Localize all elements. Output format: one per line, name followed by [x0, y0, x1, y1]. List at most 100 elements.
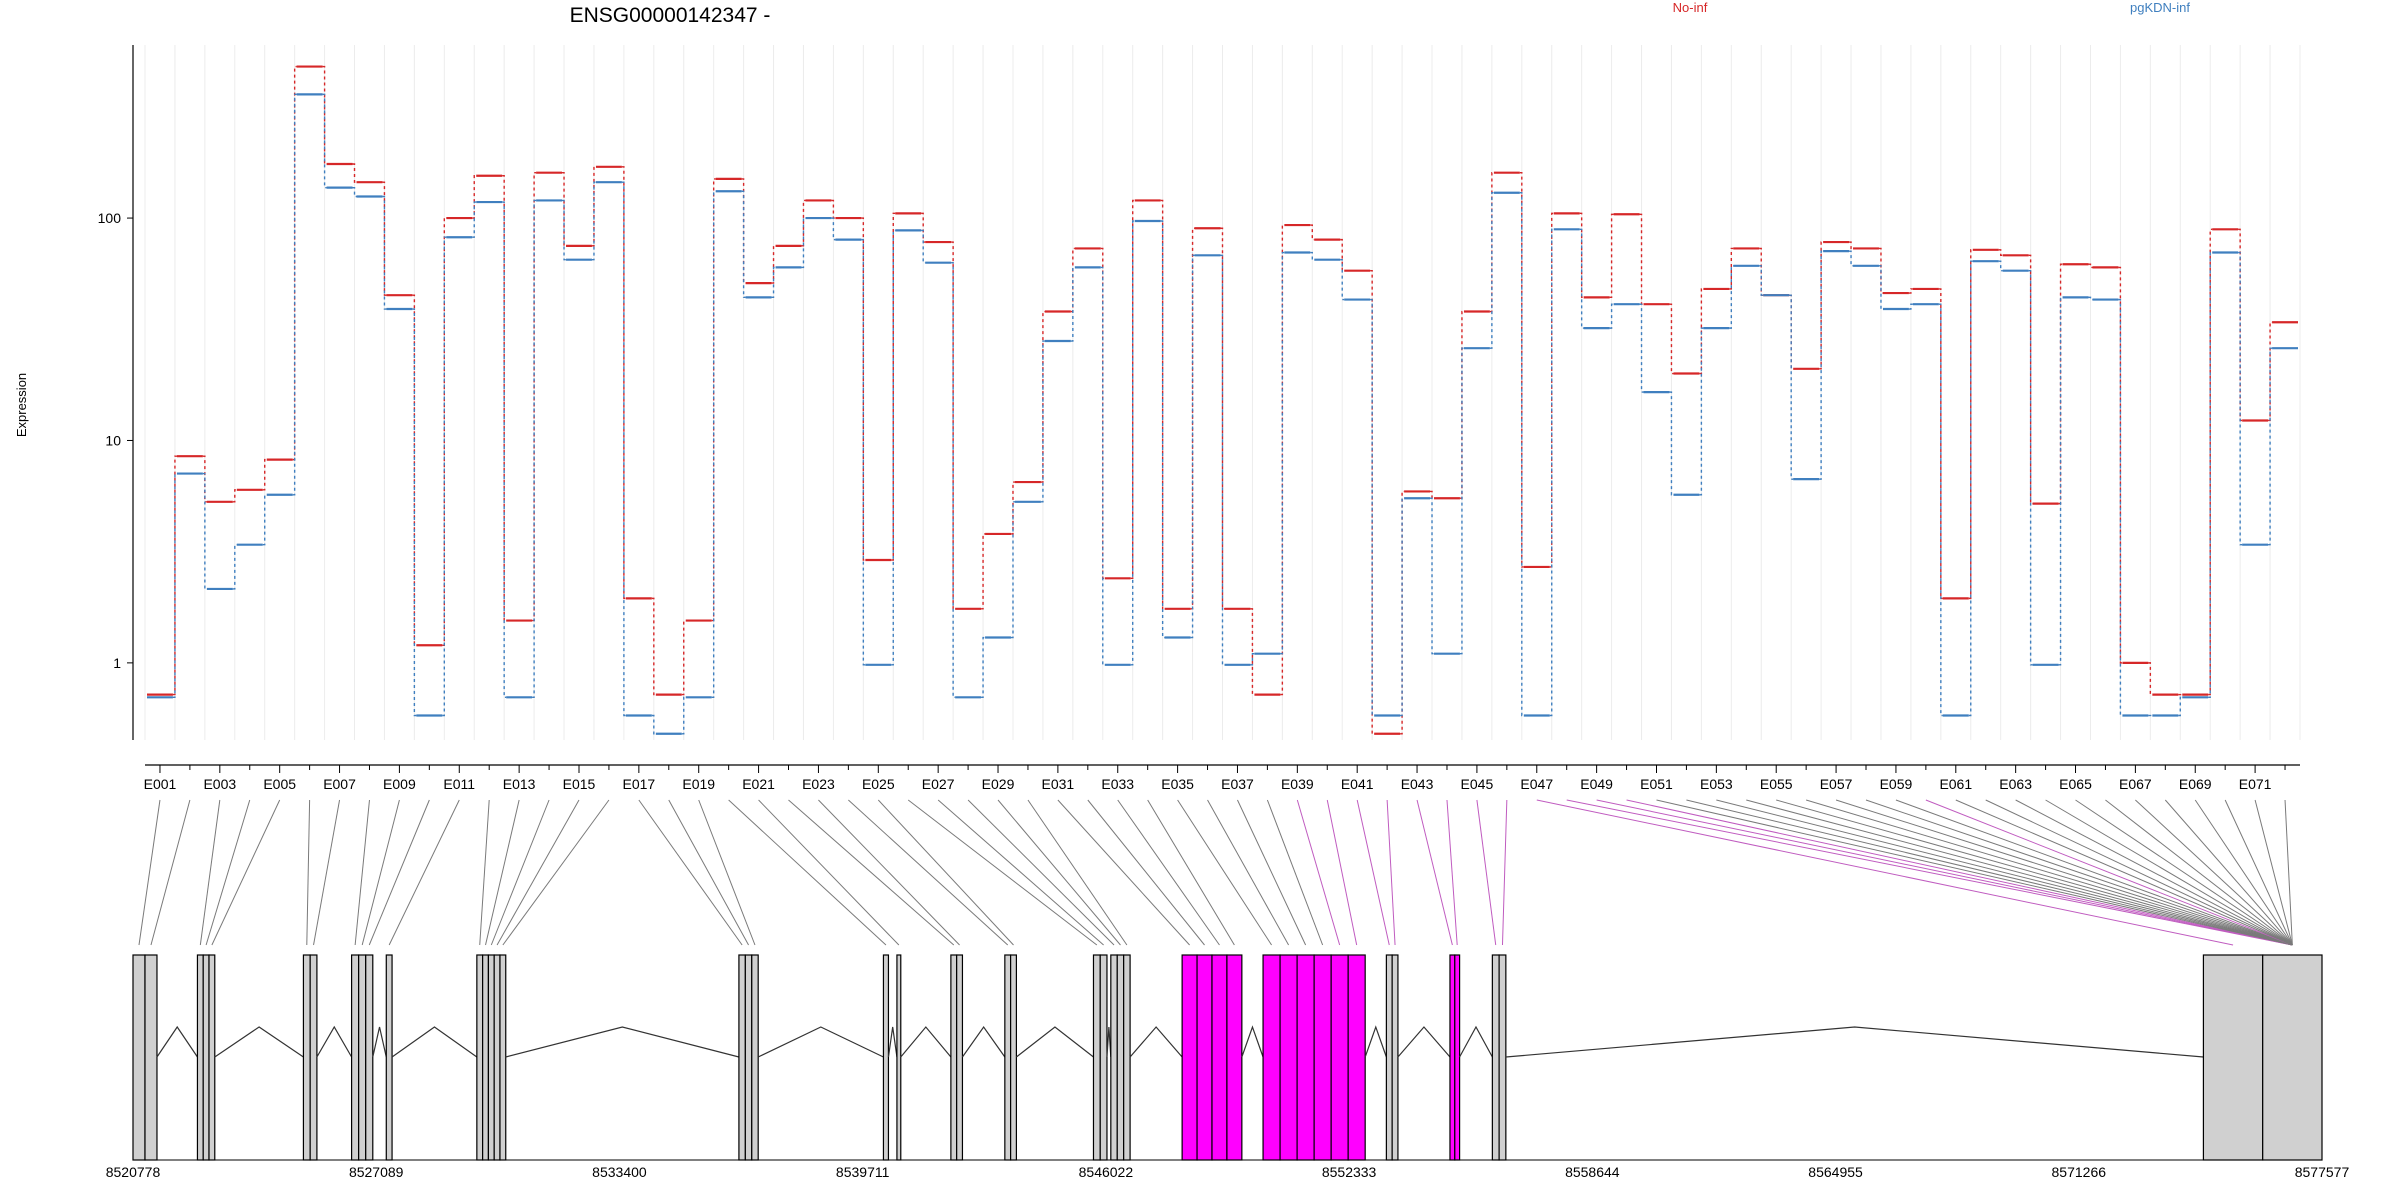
step-connector: [412, 308, 417, 717]
step-connector: [2178, 696, 2183, 717]
step-connector: [232, 489, 237, 503]
step-connector: [472, 201, 477, 238]
x-tick-label: E067: [2119, 776, 2152, 792]
step-connector: [861, 217, 866, 561]
exon-connector: [502, 799, 610, 946]
exon-connector: [2075, 799, 2293, 946]
exon-connector: [150, 799, 191, 946]
intron-line: [1459, 1025, 1493, 1058]
step-connector: [711, 190, 716, 699]
step-connector: [352, 163, 357, 183]
step-connector: [1340, 258, 1345, 301]
exon-connector: [1835, 799, 2293, 946]
exon-connector: [2135, 799, 2293, 946]
exon-block: [1262, 954, 1281, 1161]
step-connector: [1549, 228, 1554, 717]
intron-line: [887, 1026, 898, 1058]
x-tick-label: E071: [2239, 776, 2272, 792]
exon-block: [751, 954, 759, 1161]
exon-block: [499, 954, 507, 1161]
genomic-coordinate-labels: 8520778 8527089 8533400 8539711 8546022 85523…: [106, 1164, 2350, 1180]
exon-connector: [1266, 799, 1324, 946]
series-no-inf: [147, 65, 2298, 735]
step-connector: [2268, 321, 2273, 422]
exon-connector: [2284, 799, 2293, 946]
exon-block: [1491, 954, 1500, 1161]
exon-connector: [199, 799, 221, 946]
step-connector: [801, 199, 806, 247]
exon-connector: [1356, 799, 1390, 946]
step-connector: [1280, 251, 1285, 655]
step-connector: [1549, 212, 1554, 568]
exon-connector: [211, 799, 281, 946]
step-connector: [1998, 260, 2003, 272]
x-tick-label: E001: [144, 776, 177, 792]
step-connector: [1310, 251, 1315, 261]
exon-connector: [388, 799, 460, 946]
intron-line: [1129, 1026, 1183, 1058]
intron-line: [1364, 1025, 1387, 1058]
step-connector: [1370, 269, 1375, 735]
exon-block: [1211, 954, 1228, 1161]
exon-connector: [1476, 799, 1497, 946]
step-connector: [621, 166, 626, 600]
exon-connector: [1207, 799, 1290, 946]
exon-connector: [1985, 799, 2293, 946]
step-connector: [1849, 250, 1854, 267]
step-connector: [172, 472, 177, 699]
exon-block: [896, 954, 902, 1161]
step-connector: [681, 696, 686, 735]
step-connector: [532, 199, 537, 699]
exon-connector: [788, 799, 955, 946]
step-connector: [1400, 490, 1405, 735]
step-connector: [382, 195, 387, 310]
step-connector: [2208, 228, 2213, 696]
genomic-tick-label: 8558644: [1565, 1164, 1620, 1180]
intron-line: [900, 1026, 952, 1058]
intron-line: [391, 1026, 478, 1058]
step-connector: [562, 171, 567, 247]
step-connector: [1160, 199, 1165, 610]
step-connector: [1430, 490, 1435, 499]
exon-connector: [758, 799, 900, 946]
step-connector: [1280, 224, 1285, 696]
exon-connector: [967, 799, 1115, 946]
step-connector: [1729, 247, 1734, 290]
intron-line: [505, 1026, 740, 1058]
exon-block: [202, 954, 210, 1161]
exon-connector: [937, 799, 1104, 946]
exon-block: [1454, 954, 1461, 1161]
step-connector: [1190, 227, 1195, 610]
step-connector: [1459, 310, 1464, 499]
step-connector: [1220, 254, 1225, 666]
step-connector: [562, 199, 567, 261]
step-connector: [1040, 340, 1045, 503]
exon-block: [1449, 954, 1456, 1161]
step-connector: [651, 714, 656, 735]
exon-block: [358, 954, 367, 1161]
y-tick-label: 10: [105, 432, 121, 448]
step-connector: [412, 294, 417, 646]
step-connector: [322, 65, 327, 165]
step-connector: [2028, 269, 2033, 666]
genomic-tick-label: 8571266: [2052, 1164, 2107, 1180]
step-connector: [2058, 296, 2063, 666]
intron-line: [1241, 1025, 1264, 1058]
exon-connector: [205, 799, 251, 946]
step-connector: [322, 93, 327, 189]
x-tick-label: E011: [443, 776, 475, 792]
exon-connector: [1057, 799, 1190, 946]
x-tick-label: E017: [623, 776, 656, 792]
intron-line: [156, 1025, 198, 1058]
step-connector: [1819, 241, 1824, 370]
step-connector: [2148, 662, 2153, 696]
intron-line: [372, 1026, 387, 1058]
x-tick-label: E047: [1520, 776, 1553, 792]
exon-connector: [1117, 799, 1220, 946]
x-tick-label: E069: [2179, 776, 2212, 792]
exon-block: [956, 954, 964, 1161]
step-connector: [1400, 497, 1405, 717]
exon-block: [1498, 954, 1507, 1161]
x-tick-label: E025: [862, 776, 895, 792]
genomic-tick-label: 8527089: [349, 1164, 404, 1180]
